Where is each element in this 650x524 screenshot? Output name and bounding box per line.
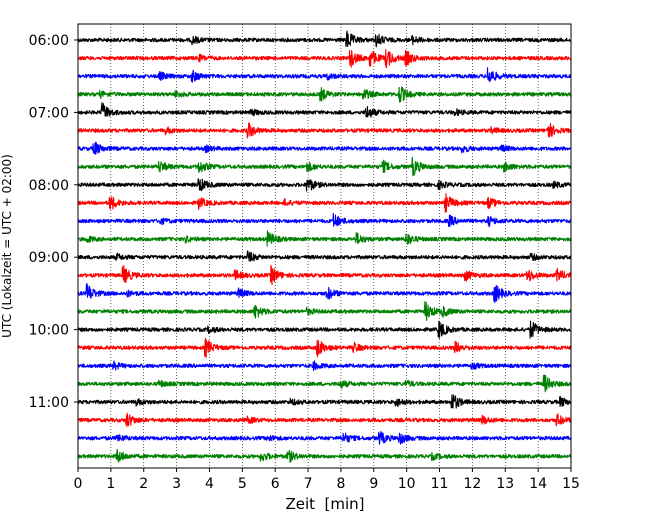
trace-row-08:00 [77, 178, 572, 192]
y-tick-label-10:00: 10:00 [29, 323, 69, 339]
x-tick-label-0: 0 [74, 476, 83, 492]
x-tick-label-12: 12 [463, 476, 481, 492]
trace-row-11:00 [77, 394, 572, 409]
trace-row-07:30 [77, 141, 572, 155]
trace-row-10:15 [77, 337, 572, 358]
trace-row-11:30 [77, 430, 572, 445]
trace-row-08:30 [77, 212, 572, 228]
trace-row-06:15 [77, 49, 572, 69]
x-tick-label-13: 13 [496, 476, 514, 492]
plot-frame [77, 23, 572, 469]
y-tick-label-09:00: 09:00 [29, 250, 69, 266]
trace-row-09:30 [77, 283, 572, 304]
y-tick-label-06:00: 06:00 [29, 33, 69, 49]
x-tick-label-3: 3 [172, 476, 181, 492]
y-axis: 06:00 07:00 08:00 09:00 10:00 11:00 [29, 33, 78, 411]
trace-row-09:45 [77, 301, 572, 321]
x-tick-label-7: 7 [304, 476, 313, 492]
trace-row-10:00 [77, 320, 572, 339]
trace-row-06:00 [77, 30, 572, 48]
trace-row-07:00 [77, 102, 572, 118]
trace-row-07:15 [77, 122, 572, 139]
trace-row-10:30 [77, 360, 572, 372]
trace-row-06:30 [77, 67, 572, 83]
x-axis-label: Zeit [min] [285, 495, 364, 513]
x-tick-label-9: 9 [369, 476, 378, 492]
trace-row-06:45 [77, 86, 572, 103]
y-tick-label-11:00: 11:00 [29, 395, 69, 411]
trace-row-11:15 [77, 412, 572, 428]
x-tick-label-8: 8 [336, 476, 345, 492]
trace-row-11:45 [77, 448, 572, 463]
traces-layer [77, 30, 572, 463]
trace-row-09:00 [77, 250, 572, 262]
x-tick-label-5: 5 [238, 476, 247, 492]
x-axis: 0 1 2 3 4 5 6 7 8 9 10 11 12 13 14 15 [74, 468, 580, 492]
x-tick-label-14: 14 [529, 476, 547, 492]
trace-row-07:45 [77, 156, 572, 177]
grid-layer [110, 24, 539, 468]
x-tick-label-1: 1 [106, 476, 115, 492]
y-tick-label-07:00: 07:00 [29, 105, 69, 121]
y-axis-label: UTC (Lokalzeit = UTC + 02:00) [0, 154, 14, 338]
x-tick-label-10: 10 [398, 476, 416, 492]
x-tick-label-4: 4 [205, 476, 214, 492]
trace-row-08:45 [77, 230, 572, 247]
x-tick-label-15: 15 [562, 476, 580, 492]
y-tick-label-08:00: 08:00 [29, 178, 69, 194]
x-tick-label-11: 11 [431, 476, 449, 492]
trace-row-10:45 [77, 374, 572, 393]
trace-row-08:15 [77, 192, 572, 213]
x-tick-label-6: 6 [271, 476, 280, 492]
x-tick-label-2: 2 [139, 476, 148, 492]
trace-row-09:15 [77, 264, 572, 286]
